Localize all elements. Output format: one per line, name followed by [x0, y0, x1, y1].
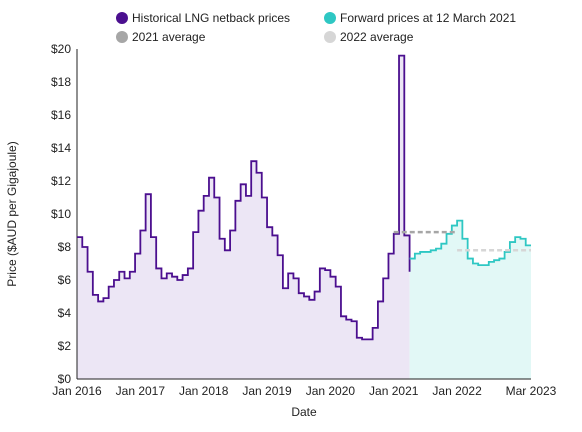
y-tick-label: $14 — [51, 141, 71, 155]
y-tick-label: $16 — [51, 108, 71, 122]
2022-average-legend-marker — [324, 31, 336, 43]
y-tick-label: $4 — [58, 306, 72, 320]
legend: Historical LNG netback prices Forward pri… — [116, 11, 516, 44]
x-tick-label: Jan 2019 — [242, 384, 292, 398]
2021-average-legend-label: 2021 average — [132, 30, 206, 44]
forward-prices-at-12-march-2021-area — [409, 220, 531, 379]
series-fills — [77, 55, 531, 379]
x-tick-label: Jan 2022 — [432, 384, 482, 398]
y-tick-label: $10 — [51, 207, 71, 221]
y-tick-label: $12 — [51, 174, 71, 188]
2022-average-legend-label: 2022 average — [340, 30, 414, 44]
x-tick-label: Jan 2018 — [179, 384, 229, 398]
average-lines — [393, 230, 531, 252]
x-tick-label: Mar 2023 — [506, 384, 557, 398]
y-tick-label: $20 — [51, 42, 71, 56]
y-axis-title: Price ($AUD per Gigajoule) — [5, 141, 19, 286]
historical-lng-netback-prices-legend-marker — [116, 12, 128, 24]
x-axis-title: Date — [291, 405, 317, 419]
historical-lng-netback-prices-area — [77, 55, 410, 379]
forward-prices-at-12-march-2021-legend-label: Forward prices at 12 March 2021 — [340, 11, 516, 25]
historical-lng-netback-prices-legend-label: Historical LNG netback prices — [132, 11, 290, 25]
forward-prices-at-12-march-2021-line — [409, 219, 531, 267]
x-tick-label: Jan 2020 — [306, 384, 356, 398]
x-tick-label: Jan 2021 — [369, 384, 419, 398]
y-axis: $0 $2 $4 $6 $8 $10 $12 $14 $16 $18 $20 — [51, 42, 78, 386]
historical-lng-netback-prices-line — [77, 54, 411, 341]
y-tick-label: $6 — [58, 273, 72, 287]
y-tick-label: $2 — [58, 339, 72, 353]
forward-prices-at-12-march-2021-legend-marker — [324, 12, 336, 24]
x-axis: Jan 2016 Jan 2017 Jan 2018 Jan 2019 Jan 2020… — [52, 378, 557, 398]
y-tick-label: $8 — [58, 240, 72, 254]
x-tick-label: Jan 2016 — [52, 384, 102, 398]
series-lines — [77, 54, 531, 341]
2021-average-legend-marker — [116, 31, 128, 43]
y-tick-label: $18 — [51, 75, 71, 89]
y-tick-label: $0 — [58, 372, 72, 386]
x-tick-label: Jan 2017 — [116, 384, 166, 398]
